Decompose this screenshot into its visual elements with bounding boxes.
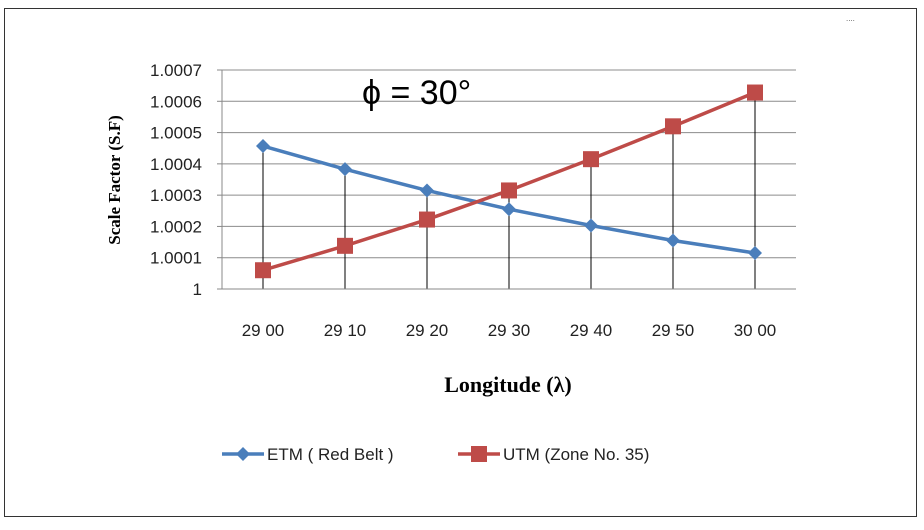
data-point <box>666 233 680 248</box>
y-tick-labels: 1 1.0001 1.0002 1.0003 1.0004 1.0005 1.0006 1.0… <box>150 61 222 299</box>
legend-label: ETM ( Red Belt ) <box>267 445 394 464</box>
chart-border <box>4 8 917 517</box>
x-tick-label: 29 00 <box>242 321 285 340</box>
data-point <box>419 211 435 228</box>
x-tick-label: 30 00 <box>734 321 777 340</box>
y-axis-title: Scale Factor (S.F) <box>105 115 124 245</box>
data-point <box>256 139 270 154</box>
data-point <box>747 84 763 101</box>
data-point <box>338 162 352 177</box>
y-tick-label: 1.0003 <box>150 186 202 205</box>
y-tick-label: 1.0005 <box>150 124 202 143</box>
data-point <box>501 182 517 199</box>
x-tick-labels: 29 00 29 10 29 20 29 30 29 40 29 50 30 00 <box>242 321 777 340</box>
x-tick-label: 29 50 <box>652 321 695 340</box>
data-point <box>584 218 598 233</box>
x-tick-label: 29 10 <box>324 321 367 340</box>
data-point <box>665 118 681 135</box>
series-layer <box>255 84 763 279</box>
gridlines <box>222 69 796 259</box>
corner-mark: .... <box>846 14 855 23</box>
legend-marker <box>471 446 487 462</box>
y-tick-label: 1 <box>193 280 202 299</box>
y-tick-label: 1.0002 <box>150 217 202 236</box>
legend-label: UTM (Zone No. 35) <box>503 445 649 464</box>
y-tick-label: 1.0004 <box>150 155 202 174</box>
phi-annotation: ϕ = 30° <box>362 74 471 112</box>
x-tick-label: 29 30 <box>488 321 531 340</box>
y-tick-label: 1.0007 <box>150 61 202 80</box>
data-point <box>583 151 599 168</box>
data-point <box>255 262 271 279</box>
x-axis-title: Longitude (λ) <box>444 372 572 397</box>
data-point <box>748 246 762 261</box>
data-point <box>502 202 516 217</box>
legend: ETM ( Red Belt ) UTM (Zone No. 35) <box>222 445 649 464</box>
x-tick-label: 29 20 <box>406 321 449 340</box>
y-tick-label: 1.0006 <box>150 92 202 111</box>
y-tick-label: 1.0001 <box>150 249 202 268</box>
legend-marker <box>236 447 250 461</box>
data-point <box>420 183 434 198</box>
x-tick-label: 29 40 <box>570 321 613 340</box>
data-point <box>337 237 353 254</box>
